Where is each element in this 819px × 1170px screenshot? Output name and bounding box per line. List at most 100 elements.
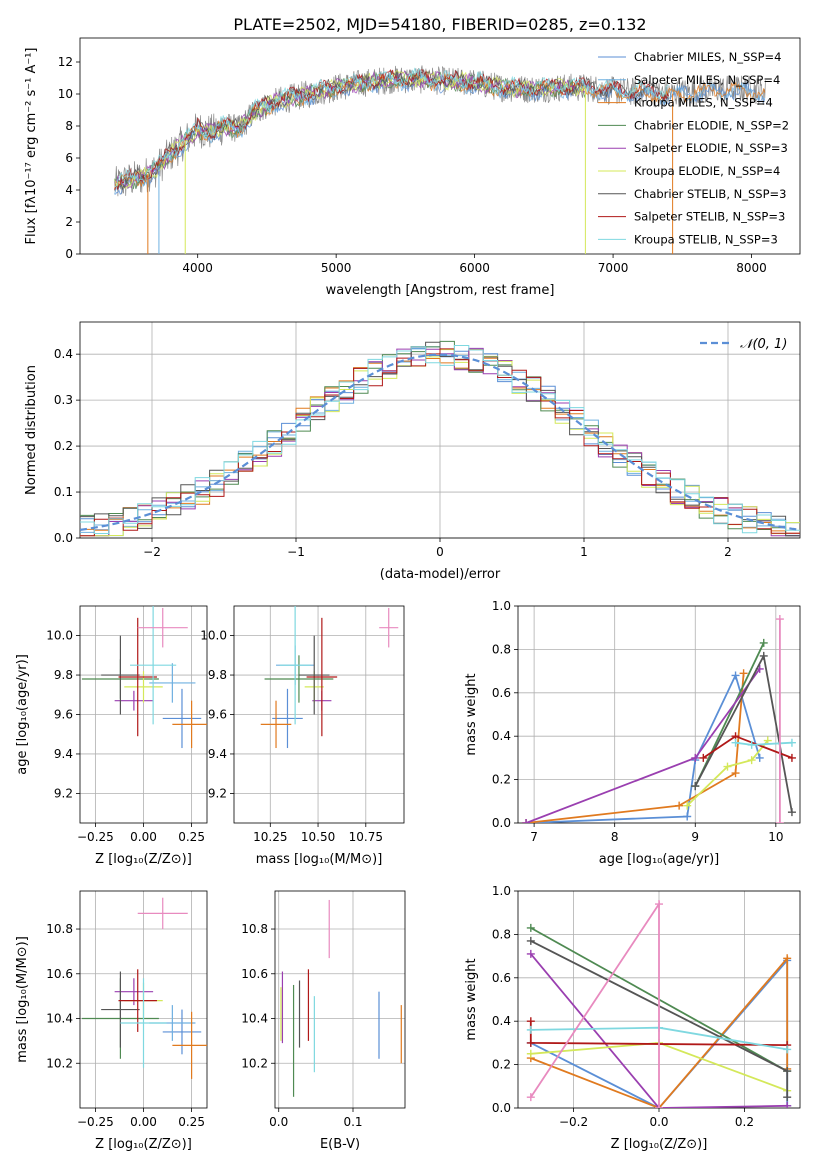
- weight-point-marker: [526, 1049, 535, 1058]
- y-tick-label: 9.4: [54, 747, 73, 761]
- weight-point-marker: [731, 738, 740, 747]
- weight-point-marker: [675, 801, 684, 810]
- x-tick-label: 5000: [321, 261, 352, 275]
- y-tick-label: 0.2: [492, 1058, 511, 1072]
- y-tick-label: 10.6: [241, 967, 268, 981]
- spectrum-panel: 4000 5000 6000 7000 8000 0 2 4 6 8 10 12 wavelength …: [24, 37, 801, 298]
- y-axis-label: Normed distribution: [24, 365, 39, 495]
- age-vs-mass-panel: 10.25 10.50 10.75 9.2 9.4 9.6 9.8 10.0 mass [log…: [200, 605, 405, 867]
- weight-line-kroupa-stelib: [735, 741, 792, 746]
- legend-label: Chabrier ELODIE, N_SSP=2: [634, 118, 789, 132]
- y-tick-label: 10.4: [241, 1012, 268, 1026]
- weight-point-marker: [699, 753, 708, 762]
- x-tick-label: −2: [143, 545, 161, 559]
- weight-point-marker: [691, 753, 700, 762]
- x-axis-label: E(B-V): [320, 1137, 360, 1152]
- y-tick-label: 9.4: [208, 747, 227, 761]
- plot-area: [80, 340, 800, 537]
- y-tick-label: 0.4: [54, 347, 73, 361]
- y-tick-label: 10.8: [241, 922, 268, 936]
- y-tick-label: 0.3: [54, 393, 73, 407]
- y-tick-label: 0.8: [492, 927, 511, 941]
- axes-frame: [517, 605, 801, 824]
- x-tick-label: 7: [530, 830, 538, 844]
- y-tick-label: 0.2: [492, 773, 511, 787]
- y-axis-label: mass weight: [464, 673, 479, 755]
- y-tick-label: 0: [65, 247, 73, 261]
- weight-point-marker: [759, 651, 768, 660]
- weight-point-marker: [526, 923, 535, 932]
- weight-point-marker: [783, 1045, 792, 1054]
- y-tick-label: 0.2: [54, 439, 73, 453]
- x-tick-label: 10.25: [253, 830, 287, 844]
- plot-area: [260, 606, 399, 749]
- model-spectrum-kroupa-stelib: [114, 67, 669, 188]
- weight-line-salpeter-elodie: [525, 668, 761, 823]
- normal-distribution-curve: [80, 353, 800, 531]
- x-tick-label: 0.25: [178, 1115, 205, 1129]
- x-tick-label: 0.00: [130, 1115, 157, 1129]
- x-tick-label: 0.25: [178, 830, 205, 844]
- y-tick-label: 10.2: [241, 1056, 268, 1070]
- plot-area: [526, 900, 792, 1108]
- x-axis-label: wavelength [Angstrom, rest frame]: [326, 283, 555, 298]
- legend-label: Salpeter STELIB, N_SSP=3: [634, 210, 785, 224]
- x-tick-label: 8000: [736, 261, 767, 275]
- legend-label: 𝒩(0, 1): [740, 337, 787, 352]
- y-tick-label: 1.0: [492, 884, 511, 898]
- x-tick-label: 0.2: [735, 1115, 754, 1129]
- y-axis-label: Flux [fλ10⁻¹⁷ erg cm⁻² s⁻¹ A⁻¹]: [24, 48, 39, 245]
- weight-line-chabrier-miles: [526, 672, 761, 823]
- weight-point-marker: [731, 671, 740, 680]
- x-tick-label: −0.25: [77, 830, 114, 844]
- x-tick-label: 0.0: [649, 1115, 668, 1129]
- axes-frame: [79, 37, 801, 255]
- x-axis-label: age [log₁₀(age/yr)]: [599, 852, 720, 867]
- x-axis-label: Z [log₁₀(Z/Z⊙)]: [95, 852, 192, 867]
- y-tick-label: 10.6: [46, 967, 73, 981]
- weight-point-marker: [683, 801, 692, 810]
- legend-label: Salpeter MILES, N_SSP=4: [634, 73, 780, 87]
- weight-point-marker: [655, 1104, 663, 1108]
- y-tick-label: 0.0: [492, 816, 511, 830]
- model-spectrum-chabrier-stelib: [114, 68, 669, 191]
- y-tick-label: 10: [58, 87, 73, 101]
- weight-point-marker: [783, 1093, 792, 1102]
- y-tick-label: 2: [65, 215, 73, 229]
- y-tick-label: 0.8: [492, 642, 511, 656]
- weight-point-marker: [775, 819, 784, 823]
- model-spectrum-chabrier-elodie: [114, 70, 586, 190]
- y-tick-label: 10.8: [46, 922, 73, 936]
- weight-point-marker: [526, 1038, 535, 1047]
- y-tick-label: 9.8: [54, 668, 73, 682]
- x-tick-label: 2: [724, 545, 732, 559]
- histogram-kroupa-stelib: [80, 345, 800, 534]
- y-tick-label: 0.0: [492, 1101, 511, 1115]
- weight-line-chabrier-elodie: [694, 642, 765, 787]
- y-tick-label: 8: [65, 119, 73, 133]
- y-tick-label: 12: [58, 55, 73, 69]
- x-tick-label: 0.0: [269, 1115, 288, 1129]
- y-tick-label: 10.4: [46, 1012, 73, 1026]
- y-tick-label: 0.6: [492, 971, 511, 985]
- weight-point-marker: [787, 808, 796, 817]
- plot-area: [522, 615, 796, 823]
- x-tick-label: 0: [436, 545, 444, 559]
- x-tick-label: 4000: [182, 261, 213, 275]
- x-axis-label: Z [log₁₀(Z/Z⊙)]: [611, 1137, 708, 1152]
- weight-point-marker: [526, 1093, 535, 1102]
- weight-line-salpeter-elodie: [530, 953, 788, 1108]
- weight-point-marker: [787, 753, 796, 762]
- weight-line-kroupa-miles: [530, 955, 789, 1108]
- weight-point-marker: [526, 949, 535, 958]
- weight-point-marker: [775, 615, 784, 624]
- x-tick-label: −1: [287, 545, 305, 559]
- weight-point-marker: [723, 762, 732, 771]
- y-tick-label: 1.0: [492, 599, 511, 613]
- x-tick-label: 9: [691, 830, 699, 844]
- y-tick-label: 0.1: [54, 485, 73, 499]
- weight-point-marker: [759, 638, 768, 647]
- weight-point-marker: [783, 1067, 792, 1076]
- y-tick-label: 4: [65, 183, 73, 197]
- weight-point-marker: [526, 1017, 535, 1026]
